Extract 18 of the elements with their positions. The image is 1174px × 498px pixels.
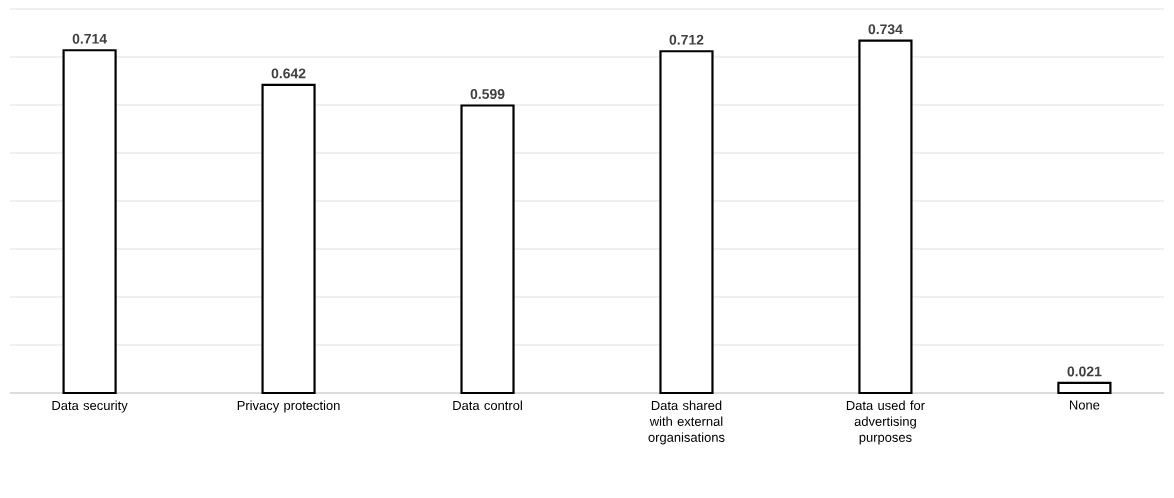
data-label: 0.714 bbox=[72, 33, 107, 44]
data-label: 0.021 bbox=[1067, 366, 1102, 377]
data-label: 0.642 bbox=[271, 68, 306, 79]
bar bbox=[659, 50, 714, 395]
data-label: 0.712 bbox=[669, 34, 704, 45]
bar bbox=[261, 83, 316, 395]
x-tick-label: Privacy protection bbox=[237, 400, 340, 413]
x-tick-label: Data used for advertising purposes bbox=[846, 400, 925, 445]
x-tick-label: Data security bbox=[52, 400, 128, 413]
bar bbox=[62, 49, 117, 395]
data-label: 0.734 bbox=[868, 24, 903, 35]
bar bbox=[1057, 381, 1112, 395]
data-label: 0.599 bbox=[470, 89, 505, 99]
bar bbox=[460, 104, 515, 395]
x-tick-label: None bbox=[1069, 400, 1100, 410]
bar bbox=[858, 39, 913, 395]
x-tick-label: Data shared with external organisations bbox=[648, 400, 725, 445]
x-tick-label: Data control bbox=[453, 400, 522, 411]
